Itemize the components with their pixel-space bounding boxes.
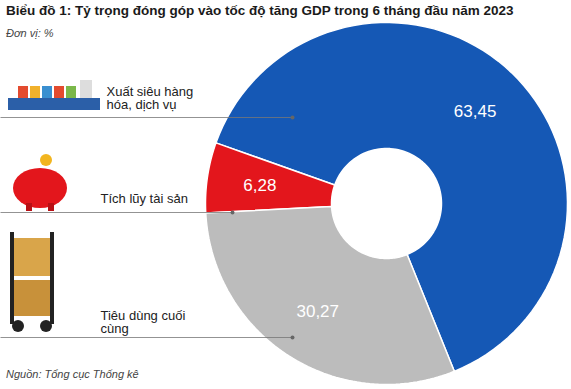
svg-text:30,27: 30,27 (296, 302, 339, 321)
svg-text:63,45: 63,45 (454, 102, 497, 121)
html-text:Đơn vị: %: Đơn vị: % (6, 27, 54, 39)
svg-text:Tích lũy tài sản: Tích lũy tài sản (101, 191, 188, 206)
svg-text:Xuất siêu hànghóa, dịch vụ: Xuất siêu hànghóa, dịch vụ (107, 84, 194, 112)
svg-text:Tiêu dùng cuốicùng: Tiêu dùng cuốicùng (101, 308, 186, 336)
html-text:Nguồn: Tổng cục Thống kê: Nguồn: Tổng cục Thống kê (6, 368, 139, 380)
svg-text:6,28: 6,28 (243, 176, 276, 195)
html-text:Biểu đồ 1: Tỷ trọng đóng góp v: Biểu đồ 1: Tỷ trọng đóng góp vào tốc độ … (6, 3, 514, 18)
